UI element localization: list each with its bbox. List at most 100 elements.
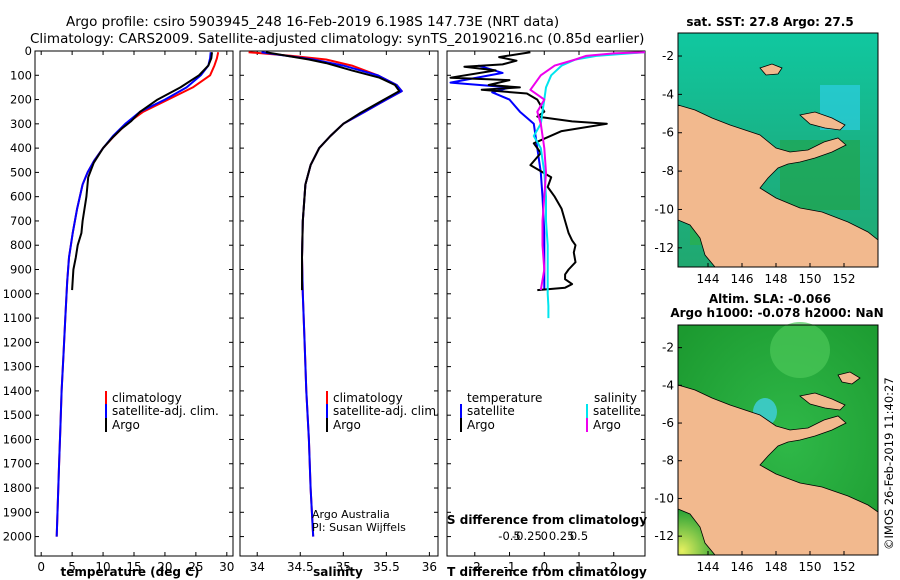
sst-map-frame bbox=[677, 32, 879, 268]
sla-map-island bbox=[837, 371, 861, 385]
difference-legend: temperature salinity satellite Argo sate… bbox=[460, 391, 641, 432]
legend-t-argo: Argo bbox=[467, 418, 495, 432]
y-tick-label: 300 bbox=[10, 117, 32, 131]
x-tick-label: 30 bbox=[219, 560, 234, 574]
series-t-argo bbox=[449, 51, 608, 292]
y-tick-label: 700 bbox=[10, 214, 32, 228]
credit-argo-australia: Argo Australia bbox=[312, 508, 390, 521]
x-tick-label: 34.5 bbox=[287, 560, 314, 574]
y-tick-label: 200 bbox=[10, 93, 32, 107]
difference-series bbox=[449, 51, 646, 319]
sla-map-light-patch bbox=[770, 322, 830, 378]
sla-map-axes: -2 -4 -6 -8 -10 -12 144 146 148 150 152 bbox=[654, 341, 855, 574]
y-tick-label: 1900 bbox=[3, 505, 32, 519]
y-tick-label: 2000 bbox=[3, 530, 32, 544]
map-x-tick-label: 150 bbox=[799, 272, 822, 286]
s-tick-label: 0.25 bbox=[549, 529, 575, 543]
temperature-plot-frame bbox=[34, 50, 234, 557]
legend-header-salinity: salinity bbox=[594, 391, 637, 405]
sla-map-title2: Argo h1000: -0.078 h2000: NaN bbox=[670, 306, 883, 320]
y-tick-label: 1600 bbox=[3, 432, 32, 446]
legend-climatology: climatology bbox=[333, 391, 403, 405]
y-tick-label: 1000 bbox=[3, 287, 32, 301]
sst-map-island-2 bbox=[799, 111, 846, 131]
series-s-argo bbox=[529, 51, 646, 291]
s-tick-label: 0 bbox=[541, 529, 548, 543]
series-climatology bbox=[248, 51, 403, 537]
y-tick-label: 1800 bbox=[3, 481, 32, 495]
y-tick-label: 800 bbox=[10, 238, 32, 252]
map-y-tick-label: -4 bbox=[662, 378, 674, 392]
temperature-xlabel: temperature (deg C) bbox=[61, 565, 200, 579]
map-x-tick-label: 152 bbox=[833, 272, 856, 286]
legend-s-satellite: satellite bbox=[593, 404, 641, 418]
y-tick-label: 600 bbox=[10, 190, 32, 204]
x-tick-label: 0 bbox=[37, 560, 45, 574]
salinity-series bbox=[248, 51, 403, 537]
map-x-tick-label: 144 bbox=[697, 560, 720, 574]
x-tick-label: 35.5 bbox=[373, 560, 400, 574]
y-tick-label: 900 bbox=[10, 263, 32, 277]
credit-pi: PI: Susan Wijffels bbox=[312, 521, 406, 534]
series-argo bbox=[265, 51, 401, 291]
temperature-x-axis: 0 5 10 15 20 25 30 bbox=[35, 50, 234, 574]
temperature-legend: climatology satellite-adj. clim. Argo bbox=[105, 391, 219, 432]
difference-panel: -2 -1 0 1 2 -0.5-0.250 0.250.5 S difference f… bbox=[446, 50, 647, 579]
x-tick-label: 25 bbox=[188, 560, 203, 574]
sla-map-frame bbox=[677, 324, 879, 556]
map-y-tick-label: -8 bbox=[662, 164, 674, 178]
series-s-satellite bbox=[532, 51, 646, 319]
series-argo bbox=[71, 52, 213, 291]
map-y-tick-label: -2 bbox=[662, 49, 674, 63]
y-tick-label: 1300 bbox=[3, 360, 32, 374]
sst-map-island bbox=[759, 63, 783, 76]
salinity-panel: 34 34.5 35 35.5 36 salinity climatology sate… bbox=[239, 50, 440, 579]
x-tick-label: 0 bbox=[540, 560, 548, 574]
pressure-axis: 0 100 200 300 400 500 600 700 800 900 1000 1100 1200… bbox=[3, 44, 32, 544]
y-tick-label: 1400 bbox=[3, 384, 32, 398]
s-tick-label: 0.5 bbox=[570, 529, 588, 543]
s-tick-label: -0.5 bbox=[498, 529, 520, 543]
salinity-legend: climatology satellite-adj. clim. Argo bbox=[326, 391, 440, 432]
y-tick-label: 500 bbox=[10, 165, 32, 179]
x-tick-label: 36 bbox=[422, 560, 437, 574]
map-x-tick-label: 146 bbox=[731, 272, 754, 286]
s-difference-label: S difference from climatology bbox=[447, 513, 647, 527]
temperature-panel: 0100200300400500600700800900100011001200… bbox=[3, 44, 235, 579]
map-x-tick-label: 150 bbox=[799, 560, 822, 574]
difference-plot-frame bbox=[446, 50, 646, 557]
legend-satellite-adj: satellite-adj. clim. bbox=[112, 404, 219, 418]
x-tick-label: 5 bbox=[68, 560, 76, 574]
series-satellite-adj-clim- bbox=[55, 52, 212, 537]
legend-s-argo: Argo bbox=[593, 418, 621, 432]
sst-map-panel: sat. SST: 27.8 Argo: 27.5 -2 -4 -6 -8 -10 -12… bbox=[654, 15, 879, 286]
sst-map-title: sat. SST: 27.8 Argo: 27.5 bbox=[686, 15, 853, 29]
map-x-tick-label: 148 bbox=[765, 560, 788, 574]
map-y-tick-label: -12 bbox=[654, 529, 674, 543]
legend-satellite-adj: satellite-adj. clim. bbox=[333, 404, 440, 418]
x-tick-label: 20 bbox=[157, 560, 172, 574]
y-tick-label: 1100 bbox=[3, 311, 32, 325]
map-x-tick-label: 148 bbox=[765, 272, 788, 286]
x-tick-label: 1 bbox=[575, 560, 583, 574]
y-tick-label: 400 bbox=[10, 141, 32, 155]
sst-map-axes: -2 -4 -6 -8 -10 -12 144 146 148 150 152 bbox=[654, 49, 855, 286]
map-y-tick-label: -8 bbox=[662, 454, 674, 468]
t-difference-label: T difference from climatology bbox=[447, 565, 647, 579]
map-y-tick-label: -6 bbox=[662, 126, 674, 140]
map-y-tick-label: -4 bbox=[662, 87, 674, 101]
salinity-x-axis: 34 34.5 35 35.5 36 bbox=[240, 50, 438, 574]
y-tick-label: 1500 bbox=[3, 408, 32, 422]
y-tick-label: 100 bbox=[10, 68, 32, 82]
map-x-tick-label: 144 bbox=[697, 272, 720, 286]
temperature-series bbox=[55, 51, 220, 537]
x-tick-label: 10 bbox=[95, 560, 110, 574]
legend-header-temperature: temperature bbox=[467, 391, 542, 405]
y-tick-label: 1200 bbox=[3, 335, 32, 349]
y-tick-label: 0 bbox=[25, 44, 32, 58]
salinity-xlabel: salinity bbox=[313, 565, 363, 579]
series-t-satellite bbox=[449, 64, 546, 291]
s-tick-label: -0.25 bbox=[512, 529, 542, 543]
legend-climatology: climatology bbox=[112, 391, 182, 405]
